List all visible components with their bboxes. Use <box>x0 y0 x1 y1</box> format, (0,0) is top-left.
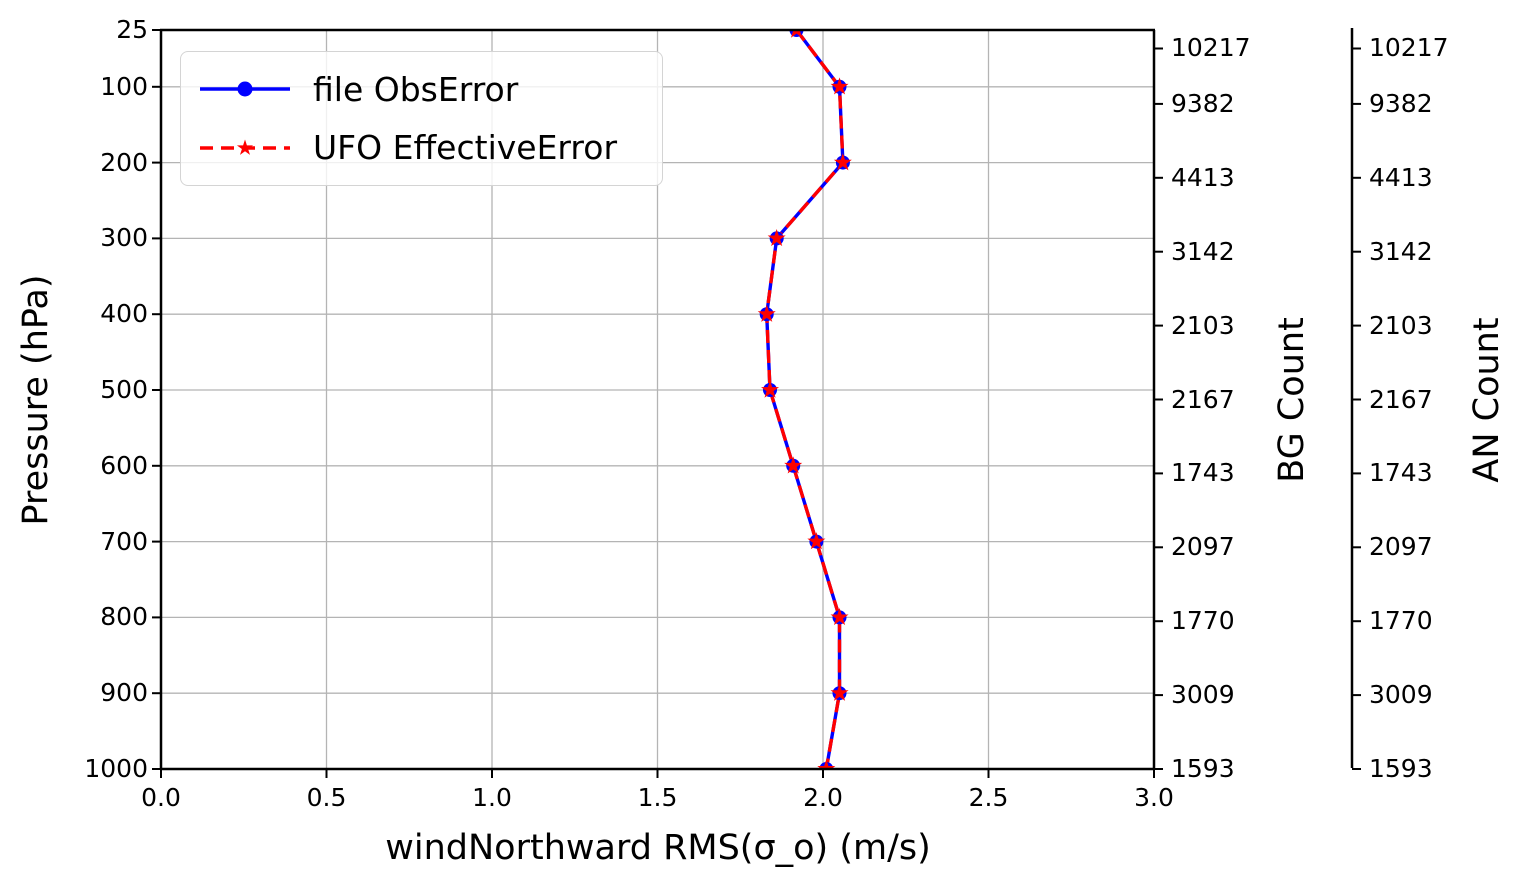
legend-dashed-star-sample-icon <box>200 139 290 155</box>
bg-count-label: 9382 <box>1171 88 1235 118</box>
x-axis-label: windNorthward RMS(σ_o) (m/s) <box>385 828 931 868</box>
data-point-star <box>784 456 803 474</box>
data-point-star <box>757 304 776 322</box>
pressure-tick-label: 1000 <box>84 754 148 783</box>
bg-count-label: 2097 <box>1171 532 1235 562</box>
x-tick-label: 1.0 <box>472 783 512 812</box>
bg-count-label: 1593 <box>1171 754 1235 783</box>
an-count-label: 1770 <box>1369 606 1433 636</box>
data-point-star <box>830 77 849 95</box>
data-point-star <box>817 759 836 769</box>
data-point-star <box>761 380 780 398</box>
pressure-tick-label: 700 <box>100 526 148 556</box>
pressure-tick-label: 100 <box>100 71 148 101</box>
pressure-tick-label: 25 <box>116 15 148 44</box>
data-point-star <box>807 532 826 550</box>
x-tick-label: 0.5 <box>306 783 347 812</box>
data-point-star <box>767 228 786 247</box>
an-count-label: 3009 <box>1369 680 1433 710</box>
legend-item-file-obserror: file ObsError <box>195 70 648 109</box>
pressure-tick-label: 300 <box>100 223 148 253</box>
an-count-label: 4413 <box>1369 162 1433 192</box>
data-point-star <box>833 153 852 171</box>
pressure-tick-label: 200 <box>100 147 148 177</box>
an-count-label: 2103 <box>1369 310 1433 340</box>
legend-item-ufo-effectiveerror: UFO EffectiveError <box>195 128 648 167</box>
series-line-ufo-effectiveerror <box>764 30 845 769</box>
legend-line-circle-sample-icon <box>200 81 290 97</box>
bg-count-label: 1770 <box>1171 606 1235 636</box>
an-count-label: 2167 <box>1369 384 1433 414</box>
an-count-label: 3142 <box>1369 236 1433 266</box>
pressure-tick-label: 900 <box>100 678 148 708</box>
bg-count-label: 1743 <box>1171 458 1235 488</box>
data-point-star <box>790 30 803 38</box>
x-tick-label: 1.5 <box>637 783 678 812</box>
legend-label: file ObsError <box>313 69 519 109</box>
data-point-star <box>830 683 849 701</box>
x-tick-label: 2.5 <box>968 783 1009 812</box>
an-count-label: 10217 <box>1369 33 1449 63</box>
x-tick-label: 2.0 <box>803 783 843 812</box>
data-point-star <box>830 607 849 626</box>
x-tick-label: 3.0 <box>1134 783 1174 812</box>
x-tick-label: 0.0 <box>141 783 181 812</box>
an-count-label: 9382 <box>1369 88 1433 118</box>
series-line-file-obserror <box>764 30 845 769</box>
an-count-label: 1593 <box>1369 754 1433 783</box>
an-count-label: 2097 <box>1369 532 1433 562</box>
bg-count-label: 3009 <box>1171 680 1235 710</box>
bg-count-label: 2167 <box>1171 384 1235 414</box>
bg-count-label: 4413 <box>1171 162 1235 192</box>
bg-count-label: 10217 <box>1171 33 1251 63</box>
pressure-tick-label: 500 <box>100 375 148 405</box>
bg-count-label: 3142 <box>1171 236 1235 266</box>
legend: file ObsError UFO EffectiveError <box>180 51 663 186</box>
data-series-group <box>757 30 852 769</box>
pressure-tick-label: 800 <box>100 602 148 632</box>
pressure-tick-label: 400 <box>100 299 148 329</box>
an-count-label: 1743 <box>1369 458 1433 488</box>
legend-label: UFO EffectiveError <box>313 128 618 168</box>
bg-count-label: 2103 <box>1171 310 1235 340</box>
pressure-tick-label: 600 <box>100 450 148 480</box>
